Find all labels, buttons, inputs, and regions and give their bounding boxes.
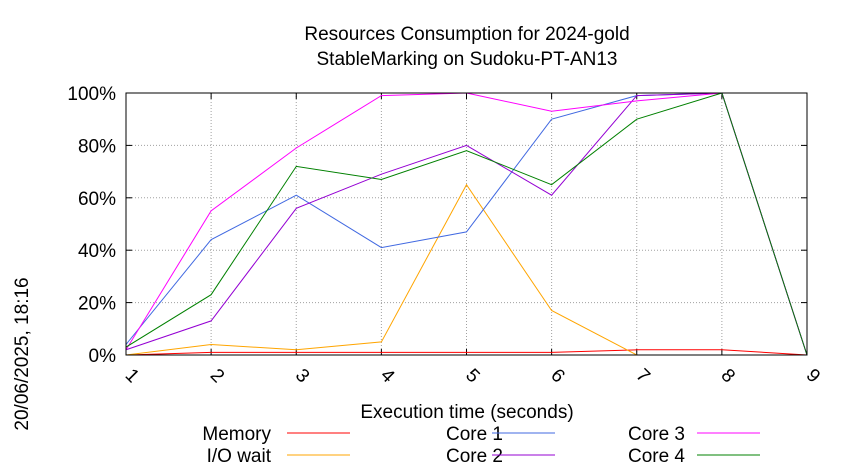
chart-subtitle: StableMarking on Sudoku-PT-AN13: [317, 49, 618, 70]
x-tick-label: 7: [631, 365, 653, 387]
plot-frame: [125, 92, 808, 356]
x-tick-label: 2: [206, 365, 228, 387]
y-tick-label: 80%: [78, 136, 116, 157]
x-tick-label: 4: [376, 365, 399, 388]
y-tick-label: 100%: [67, 84, 116, 105]
y-tick-label: 60%: [78, 189, 116, 210]
series-line-core-2: [125, 92, 808, 356]
timestamp-label: 20/06/2025, 18:16: [12, 277, 33, 430]
x-tick-label: 6: [546, 365, 568, 387]
legend-label: Core 4: [628, 446, 685, 467]
chart-title: Resources Consumption for 2024-gold: [304, 24, 629, 45]
x-axis-label: Execution time (seconds): [360, 402, 573, 423]
y-tick-label: 40%: [78, 241, 116, 262]
legend-label: Core 2: [446, 446, 503, 467]
x-tick-label: 5: [461, 365, 483, 387]
series-line-core-4: [125, 92, 808, 356]
y-tick-label: 20%: [78, 294, 116, 315]
series-line-memory: [125, 349, 808, 356]
legend-label: I/O wait: [207, 446, 272, 467]
x-tick-label: 3: [291, 365, 313, 387]
x-axis-ticks: 1 2 3 4 5 6 7 8 9: [121, 93, 824, 388]
legend-label: Core 1: [446, 424, 503, 445]
x-tick-label: 8: [717, 365, 739, 387]
grid-lines: [126, 93, 807, 355]
x-tick-label: 9: [802, 365, 824, 387]
legend-label: Core 3: [628, 424, 685, 445]
legend-label: Memory: [202, 424, 271, 445]
x-tick-label: 1: [121, 365, 143, 387]
y-axis-ticks: 0% 20% 40% 60% 80% 100%: [67, 84, 807, 367]
y-tick-label: 0%: [89, 346, 117, 367]
